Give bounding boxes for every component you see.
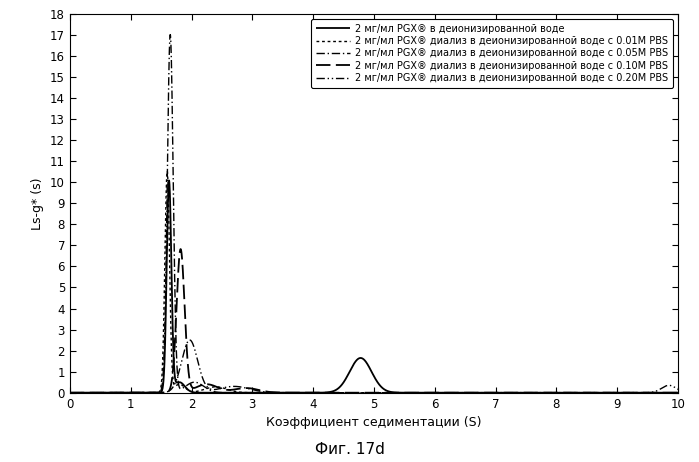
2 мг/мл PGX® диализ в деионизированной воде с 0.01M PBS <box>426 390 434 395</box>
2 мг/мл PGX® диализ в деионизированной воде с 0.05M PBS <box>452 390 461 395</box>
2 мг/мл PGX® диализ в деионизированной воде с 0.20M PBS <box>517 390 525 395</box>
Line: 2 мг/мл PGX® диализ в деионизированной воде с 0.20M PBS: 2 мг/мл PGX® диализ в деионизированной в… <box>70 340 678 393</box>
2 мг/мл PGX® в деионизированной воде <box>517 390 525 395</box>
2 мг/мл PGX® диализ в деионизированной воде с 0.01M PBS <box>286 390 294 395</box>
2 мг/мл PGX® диализ в деионизированной воде с 0.05M PBS <box>426 390 434 395</box>
2 мг/мл PGX® диализ в деионизированной воде с 0.10M PBS <box>452 390 461 395</box>
2 мг/мл PGX® диализ в деионизированной воде с 0.01M PBS <box>96 390 105 395</box>
2 мг/мл PGX® в деионизированной воде <box>426 390 434 395</box>
2 мг/мл PGX® в деионизированной воде <box>96 390 105 395</box>
2 мг/мл PGX® диализ в деионизированной воде с 0.05M PBS <box>66 390 74 395</box>
2 мг/мл PGX® диализ в деионизированной воде с 0.10M PBS <box>517 390 525 395</box>
2 мг/мл PGX® диализ в деионизированной воде с 0.10M PBS <box>549 390 558 395</box>
X-axis label: Коэффициент седиментации (S): Коэффициент седиментации (S) <box>266 416 482 429</box>
2 мг/мл PGX® диализ в деионизированной воде с 0.01M PBS <box>674 390 682 395</box>
2 мг/мл PGX® диализ в деионизированной воде с 0.01M PBS <box>549 390 558 395</box>
2 мг/мл PGX® в деионизированной воде <box>452 390 461 395</box>
2 мг/мл PGX® диализ в деионизированной воде с 0.05M PBS <box>286 390 294 395</box>
2 мг/мл PGX® диализ в деионизированной воде с 0.01M PBS <box>163 168 171 174</box>
2 мг/мл PGX® диализ в деионизированной воде с 0.10M PBS <box>176 246 185 252</box>
Legend: 2 мг/мл PGX® в деионизированной воде, 2 мг/мл PGX® диализ в деионизированной вод: 2 мг/мл PGX® в деионизированной воде, 2 … <box>312 19 673 88</box>
Y-axis label: Ls-g* (s): Ls-g* (s) <box>31 177 45 230</box>
2 мг/мл PGX® диализ в деионизированной воде с 0.05M PBS <box>542 390 551 395</box>
2 мг/мл PGX® диализ в деионизированной воде с 0.01M PBS <box>452 390 461 395</box>
Line: 2 мг/мл PGX® диализ в деионизированной воде с 0.01M PBS: 2 мг/мл PGX® диализ в деионизированной в… <box>70 171 678 393</box>
2 мг/мл PGX® диализ в деионизированной воде с 0.20M PBS <box>66 390 74 395</box>
2 мг/мл PGX® диализ в деионизированной воде с 0.05M PBS <box>517 390 525 395</box>
2 мг/мл PGX® диализ в деионизированной воде с 0.20M PBS <box>426 390 434 395</box>
Line: 2 мг/мл PGX® диализ в деионизированной воде с 0.05M PBS: 2 мг/мл PGX® диализ в деионизированной в… <box>70 35 678 393</box>
2 мг/мл PGX® диализ в деионизированной воде с 0.10M PBS <box>286 390 294 395</box>
2 мг/мл PGX® в деионизированной воде <box>549 390 558 395</box>
2 мг/мл PGX® в деионизированной воде <box>286 390 294 395</box>
2 мг/мл PGX® диализ в деионизированной воде с 0.10M PBS <box>96 390 105 395</box>
2 мг/мл PGX® диализ в деионизированной воде с 0.05M PBS <box>166 32 175 37</box>
Line: 2 мг/мл PGX® в деионизированной воде: 2 мг/мл PGX® в деионизированной воде <box>70 181 678 393</box>
2 мг/мл PGX® диализ в деионизированной воде с 0.05M PBS <box>96 390 105 395</box>
2 мг/мл PGX® диализ в деионизированной воде с 0.05M PBS <box>674 390 682 395</box>
2 мг/мл PGX® диализ в деионизированной воде с 0.20M PBS <box>674 387 682 392</box>
2 мг/мл PGX® диализ в деионизированной воде с 0.10M PBS <box>674 390 682 395</box>
2 мг/мл PGX® диализ в деионизированной воде с 0.20M PBS <box>185 337 194 343</box>
2 мг/мл PGX® диализ в деионизированной воде с 0.10M PBS <box>66 390 74 395</box>
2 мг/мл PGX® диализ в деионизированной воде с 0.20M PBS <box>549 390 558 395</box>
2 мг/мл PGX® в деионизированной воде <box>66 390 74 395</box>
2 мг/мл PGX® диализ в деионизированной воде с 0.01M PBS <box>66 390 74 395</box>
2 мг/мл PGX® диализ в деионизированной воде с 0.05M PBS <box>549 390 558 395</box>
Line: 2 мг/мл PGX® диализ в деионизированной воде с 0.10M PBS: 2 мг/мл PGX® диализ в деионизированной в… <box>70 249 678 393</box>
2 мг/мл PGX® диализ в деионизированной воде с 0.01M PBS <box>634 390 642 395</box>
2 мг/мл PGX® диализ в деионизированной воде с 0.10M PBS <box>426 390 434 395</box>
2 мг/мл PGX® диализ в деионизированной воде с 0.01M PBS <box>517 390 525 395</box>
Text: Фиг. 17d: Фиг. 17d <box>315 443 384 457</box>
2 мг/мл PGX® в деионизированной воде <box>674 390 682 395</box>
2 мг/мл PGX® диализ в деионизированной воде с 0.20M PBS <box>452 390 461 395</box>
2 мг/мл PGX® диализ в деионизированной воде с 0.20M PBS <box>96 390 105 395</box>
2 мг/мл PGX® диализ в деионизированной воде с 0.20M PBS <box>286 390 294 395</box>
2 мг/мл PGX® диализ в деионизированной воде с 0.20M PBS <box>524 390 532 395</box>
2 мг/мл PGX® в деионизированной воде <box>165 178 173 183</box>
